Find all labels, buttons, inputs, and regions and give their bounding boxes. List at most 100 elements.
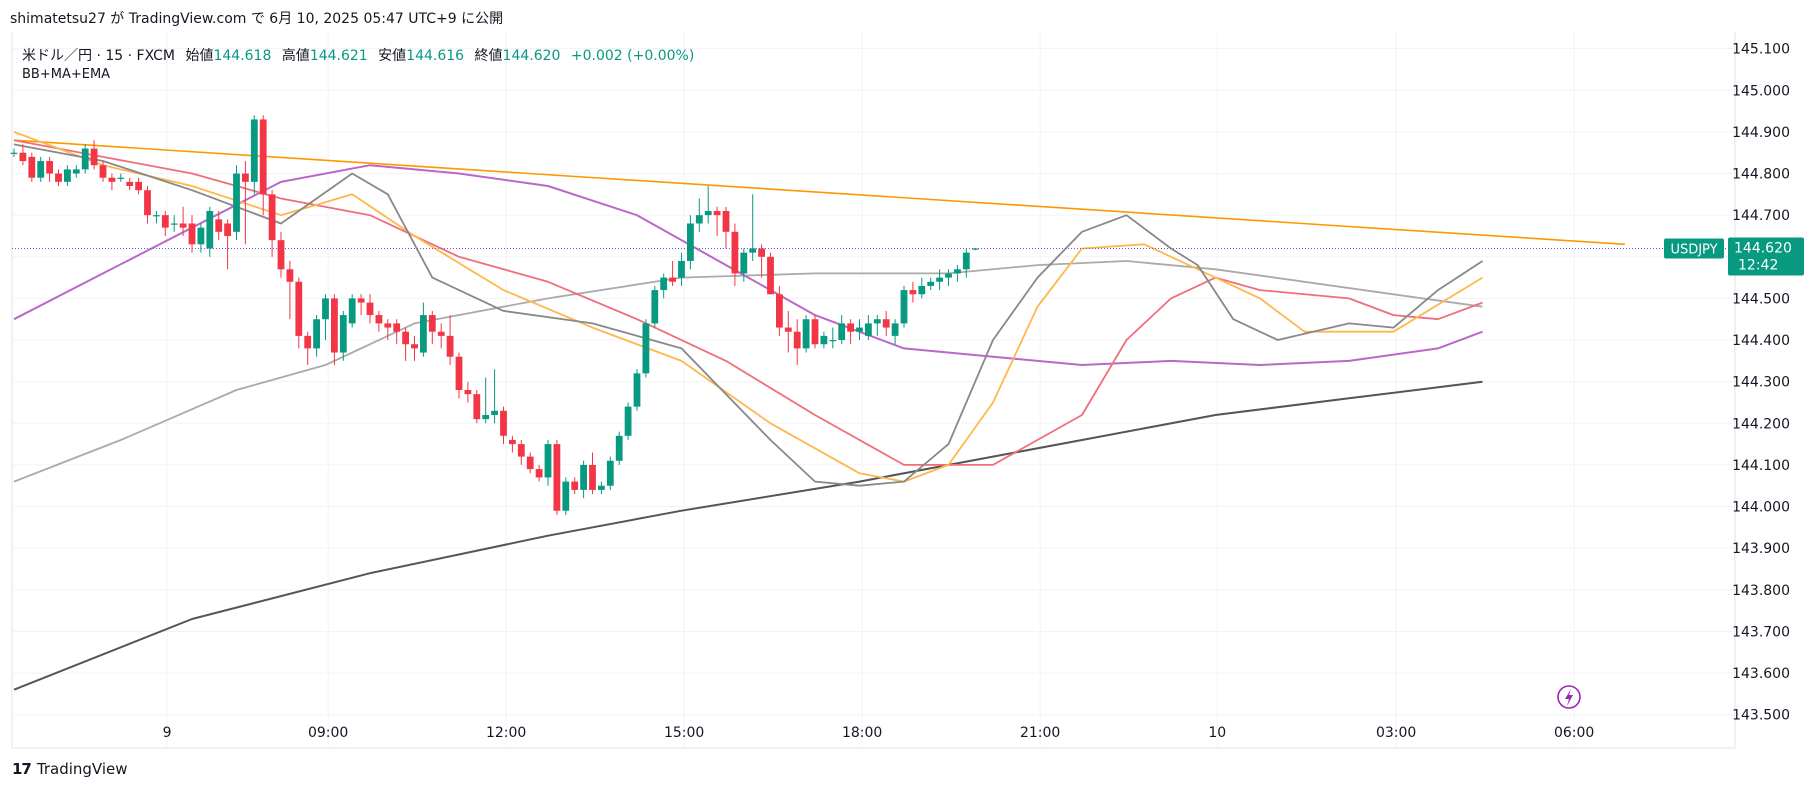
time-tick-label: 06:00 <box>1554 725 1594 741</box>
candle-body <box>669 277 676 282</box>
price-tag-symbol: USDJPY <box>1670 242 1717 257</box>
indicator-line <box>13 380 1483 691</box>
candle-body <box>740 252 748 274</box>
indicator-lines <box>13 131 1625 691</box>
candle-body <box>758 248 765 257</box>
candle-body <box>802 319 810 349</box>
price-tick-label: 143.700 <box>1732 624 1790 640</box>
candle-body <box>10 152 18 154</box>
candle-body <box>909 290 917 295</box>
price-tag-countdown: 12:42 <box>1738 257 1778 273</box>
price-tick-label: 144.400 <box>1732 333 1790 349</box>
candle-body <box>464 390 472 395</box>
candle-body <box>304 335 312 349</box>
candle-body <box>339 315 347 353</box>
low-value: 144.616 <box>406 48 465 64</box>
candle-body <box>295 281 303 336</box>
candle-body <box>170 223 178 225</box>
price-tick-label: 143.800 <box>1732 583 1790 599</box>
price-tick-label: 144.700 <box>1732 208 1790 224</box>
open-value: 144.618 <box>213 48 272 64</box>
time-tick-label: 12:00 <box>486 725 526 741</box>
high-value: 144.621 <box>309 48 368 64</box>
candle-body <box>882 319 890 328</box>
candle-body <box>544 444 552 478</box>
close-label: 終値 <box>474 48 503 64</box>
candle-body <box>411 344 418 349</box>
candle-body <box>117 177 125 179</box>
candle-body <box>562 481 570 511</box>
indicator-legend[interactable]: BB+MA+EMA <box>22 67 111 82</box>
candle-body <box>153 215 160 217</box>
candle-body <box>446 335 454 357</box>
candle-body <box>598 485 605 490</box>
candle-body <box>179 223 187 228</box>
candle-body <box>197 227 205 245</box>
candle-body <box>144 190 151 216</box>
candle-body <box>99 165 107 178</box>
price-tick-label: 143.900 <box>1732 541 1790 557</box>
tradingview-logo-mark: 17 <box>12 760 32 778</box>
candle-body <box>420 315 427 353</box>
ohlc-legend: 米ドル／円 · 15 · FXCM 始値144.618 高値144.621 安値… <box>22 45 694 65</box>
candle-body <box>366 302 374 316</box>
time-tick-label: 18:00 <box>842 725 882 741</box>
candle-body <box>322 298 329 320</box>
tradingview-logo[interactable]: 17 TradingView <box>12 760 128 778</box>
candle-body <box>678 260 685 278</box>
candle-body <box>865 323 872 336</box>
time-tick-label: 21:00 <box>1020 725 1060 741</box>
candle-body <box>918 285 926 295</box>
price-tick-label: 145.000 <box>1732 83 1790 99</box>
candle-body <box>375 315 383 324</box>
candle-body <box>473 394 481 420</box>
candle-body <box>847 323 854 332</box>
candle-body <box>624 406 632 436</box>
publish-caption: shimatetsu27 が TradingView.com で 6月 10, … <box>10 11 504 27</box>
candle-body <box>553 444 561 511</box>
candle-body <box>46 161 53 174</box>
price-tick-label: 143.500 <box>1732 708 1790 724</box>
candle-body <box>589 464 596 490</box>
indicator-line <box>13 139 1625 246</box>
price-tag-symbol-bg <box>1664 238 1724 259</box>
candle-body <box>393 323 401 332</box>
candle-body <box>731 231 739 274</box>
grid-lines <box>11 32 1736 749</box>
tradingview-brand: TradingView <box>36 760 128 778</box>
candle-body <box>224 223 231 236</box>
candle-body <box>37 161 45 178</box>
lightning-icon[interactable] <box>1557 685 1581 709</box>
candle-body <box>856 327 863 332</box>
candle-body <box>268 194 276 241</box>
candle-body <box>437 331 445 336</box>
time-tick-label: 9 <box>163 725 172 741</box>
candle-body <box>642 323 650 374</box>
candle-body <box>72 169 80 174</box>
candle-body <box>571 481 579 490</box>
candle-body <box>286 269 294 282</box>
candle-body <box>313 319 320 349</box>
candle-body <box>233 173 240 232</box>
candle-body <box>135 181 142 191</box>
candle-body <box>206 211 214 249</box>
candle-body <box>455 356 463 390</box>
candle-body <box>900 290 908 324</box>
candle-body <box>384 323 392 328</box>
price-tick-label: 144.300 <box>1732 375 1790 391</box>
candle-body <box>428 315 436 332</box>
price-tag-price-bg <box>1728 237 1804 276</box>
candle-body <box>90 148 98 166</box>
open-label: 始値 <box>185 48 214 64</box>
close-value: 144.620 <box>502 48 561 64</box>
candle-body <box>722 211 730 232</box>
candle-body <box>348 298 356 324</box>
candle-body <box>126 181 134 187</box>
candle-body <box>108 177 116 182</box>
candle-body <box>81 148 89 170</box>
price-tick-label: 144.500 <box>1732 291 1790 307</box>
price-tag: USDJPY 144.620 12:42 <box>1664 237 1804 276</box>
candle-body <box>28 156 36 178</box>
candle-body <box>695 215 703 224</box>
